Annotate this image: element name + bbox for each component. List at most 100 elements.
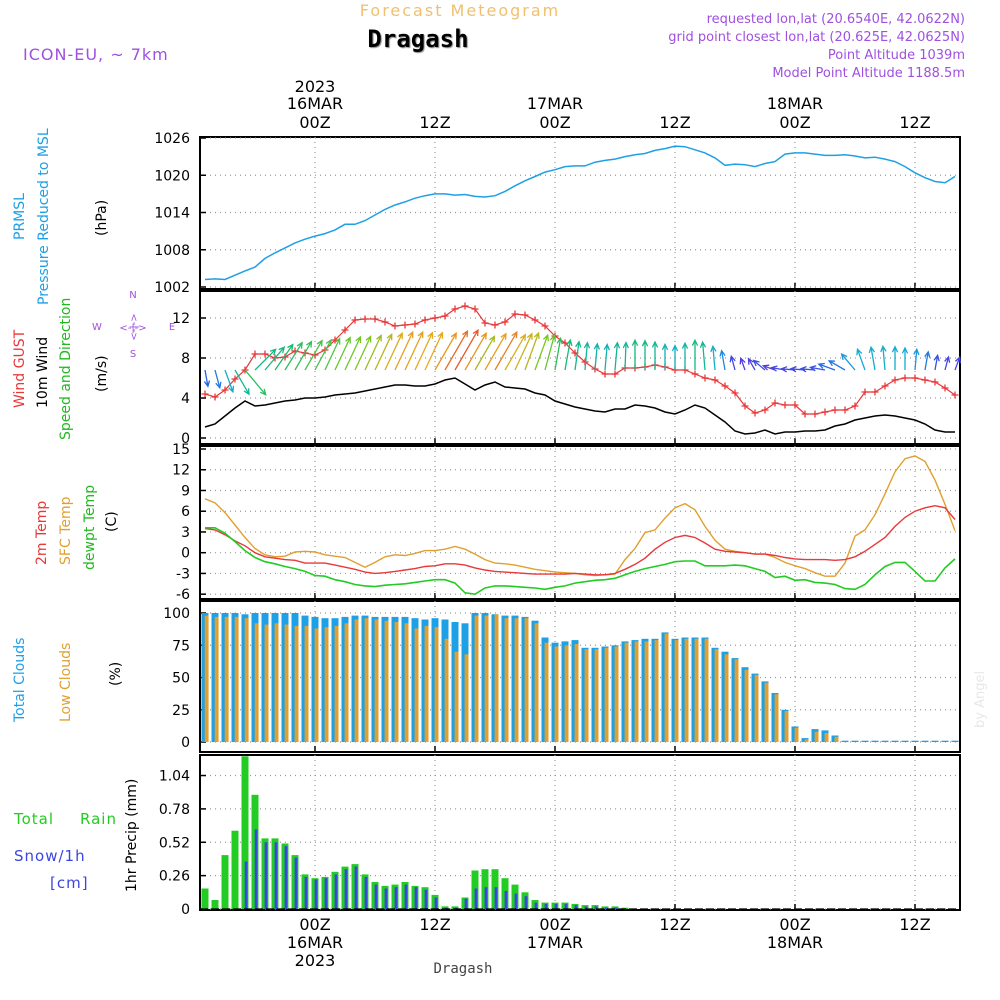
low-cloud-bar — [684, 638, 689, 742]
wind-direction-arrow — [354, 335, 372, 371]
wind-direction-arrow — [514, 332, 533, 371]
gust-marker — [561, 339, 569, 347]
wind-direction-arrow — [474, 335, 496, 371]
low-cloud-bar — [294, 625, 299, 742]
pressure-msl-label: Pressure Reduced to MSL — [36, 128, 52, 305]
panel-pressure: 1002 1008 1014 1020 1026 — [154, 131, 961, 296]
low-cloud-bar — [644, 641, 649, 742]
gust-marker — [951, 391, 959, 399]
dewpt-label: dewpt Temp — [82, 485, 98, 570]
y-tick-label: 75 — [172, 638, 190, 654]
panel-frame — [199, 445, 961, 600]
low-cloud-bar — [614, 646, 619, 742]
gust-marker — [391, 322, 399, 330]
y-tick-label: -3 — [176, 566, 190, 582]
total-cloud-bar — [921, 740, 929, 742]
gust-marker — [801, 410, 809, 418]
wind-direction-arrow — [544, 333, 557, 371]
low-cloud-bar — [474, 615, 479, 742]
total-cloud-bar — [871, 740, 879, 742]
gust-marker — [701, 374, 709, 382]
dewpt-line — [205, 526, 956, 596]
gust-marker — [431, 314, 439, 322]
panel-precipitation: 0 0.26 0.52 0.78 1.04 — [159, 754, 961, 918]
wind-labels: Wind GUST 10m Wind Speed and Direction (… — [12, 290, 175, 440]
low-cloud-bar — [744, 669, 749, 742]
snow-bar — [534, 902, 538, 909]
y-tick-label: 50 — [172, 671, 190, 687]
total-precip-bar — [201, 888, 209, 909]
wind-direction-arrow — [954, 355, 961, 371]
snow-bar — [404, 884, 408, 909]
low-cloud-bar — [564, 645, 569, 743]
panels: 1002100810141020102604812-6-303691215025… — [154, 131, 961, 918]
wind-direction-arrow — [203, 369, 211, 388]
total-cloud-bar — [881, 740, 889, 742]
wind-direction-arrow — [374, 332, 393, 371]
gust-marker — [201, 390, 209, 398]
gust-marker — [381, 318, 389, 326]
snow-bar — [504, 891, 508, 909]
low-cloud-bar — [324, 627, 329, 742]
total-cloud-bar — [901, 740, 909, 742]
low-cloud-bar — [754, 674, 759, 742]
gust-marker — [881, 382, 889, 390]
snow-bar — [324, 878, 328, 909]
grid-point-coords: grid point closest lon,lat (20.625E, 42.… — [668, 30, 965, 45]
wind-direction-arrow — [944, 355, 951, 371]
snow-bar — [304, 876, 308, 909]
compass-west: W — [92, 322, 102, 333]
gust-marker — [341, 326, 349, 334]
gust-marker — [691, 370, 699, 378]
low-cloud-bar — [484, 615, 489, 742]
y-tick-label: 25 — [172, 703, 190, 719]
low-cloud-bar — [254, 623, 259, 742]
low-cloud-bar — [384, 620, 389, 742]
wind-direction-arrow — [224, 369, 235, 394]
low-cloud-bar — [714, 649, 719, 742]
low-cloud-bar — [504, 618, 509, 742]
total-cloud-bar — [851, 740, 859, 742]
gust-marker — [791, 401, 799, 409]
gust-marker — [531, 316, 539, 324]
y-tick-label: 4 — [181, 391, 190, 407]
gust-marker — [931, 378, 939, 386]
low-cloud-bar — [374, 619, 379, 742]
total-precip-bar — [221, 855, 229, 909]
snow-bar — [554, 903, 558, 909]
low-cloud-bar — [334, 625, 339, 742]
y-tick-label: -6 — [176, 587, 190, 603]
wind-label: 10m Wind — [35, 337, 51, 408]
compass-rose: N S W E <-|-> <-|-> — [92, 290, 175, 360]
snow-bar — [394, 887, 398, 909]
top-year: 2023 — [295, 77, 336, 96]
snow-bar — [574, 905, 578, 909]
low-cloud-bar — [594, 649, 599, 742]
wind-direction-arrow — [244, 369, 267, 396]
low-cloud-bar — [554, 646, 559, 742]
low-cloud-bar — [584, 649, 589, 742]
gust-marker — [731, 389, 739, 397]
gust-marker — [601, 370, 609, 378]
y-tick-label: 1026 — [154, 131, 190, 147]
gust-marker — [831, 406, 839, 414]
wind-direction-arrow — [294, 340, 313, 371]
wind-direction-arrow — [564, 338, 573, 371]
bottom-tick-label: 18MAR — [767, 933, 823, 952]
wind-direction-arrow — [671, 344, 679, 370]
snow-bar — [364, 876, 368, 909]
gust-marker — [911, 374, 919, 382]
wind-direction-arrow — [622, 341, 629, 371]
wind-direction-arrow — [583, 341, 591, 371]
snow-bar — [434, 897, 438, 909]
bottom-tick-label: 12Z — [659, 915, 690, 934]
compass-horizontal: <-|-> — [119, 323, 146, 334]
gust-marker — [871, 388, 879, 396]
y-tick-label: 1014 — [154, 206, 190, 222]
gust-marker — [891, 376, 899, 384]
gust-marker — [251, 350, 259, 358]
temp2m-line — [204, 504, 956, 576]
gust-marker — [521, 311, 529, 319]
low-cloud-bar — [674, 640, 679, 742]
gust-marker — [861, 388, 869, 396]
